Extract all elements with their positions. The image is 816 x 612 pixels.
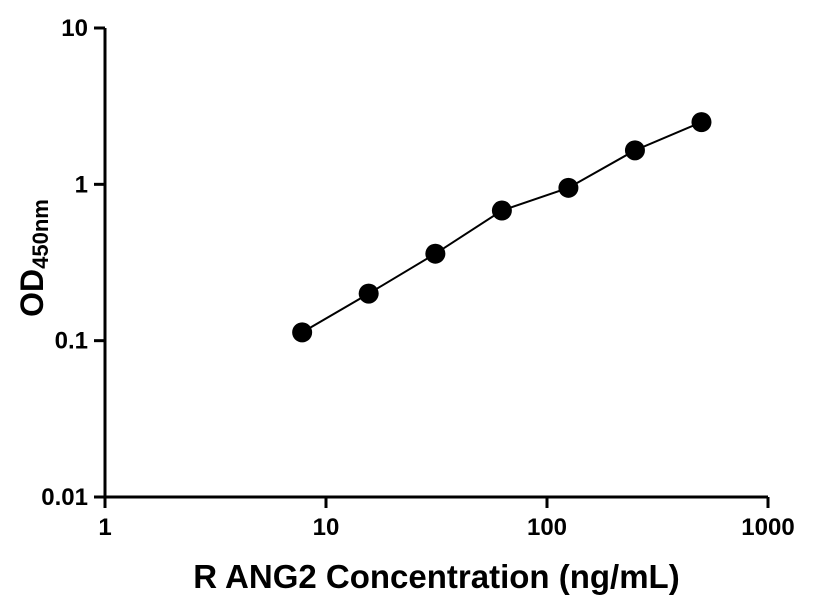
data-point bbox=[491, 200, 512, 221]
y-tick-label: 0.1 bbox=[55, 328, 88, 355]
x-tick-label: 1000 bbox=[741, 514, 794, 541]
x-tick-label: 100 bbox=[527, 514, 567, 541]
x-tick-label: 1 bbox=[98, 514, 111, 541]
y-axis-title: OD450nm bbox=[14, 199, 54, 317]
y-tick-label: 10 bbox=[61, 15, 88, 42]
data-point bbox=[691, 112, 712, 133]
y-tick-label: 0.01 bbox=[41, 484, 88, 511]
data-point bbox=[425, 243, 446, 264]
x-axis-title: R ANG2 Concentration (ng/mL) bbox=[193, 558, 680, 595]
y-axis-title-main: OD bbox=[14, 268, 50, 317]
y-axis-title-subscript: 450nm bbox=[28, 199, 53, 269]
data-point bbox=[292, 322, 313, 343]
y-tick-label: 1 bbox=[75, 171, 88, 198]
x-tick-label: 10 bbox=[313, 514, 340, 541]
data-point bbox=[558, 177, 579, 198]
data-point bbox=[624, 140, 645, 161]
data-point bbox=[358, 283, 379, 304]
